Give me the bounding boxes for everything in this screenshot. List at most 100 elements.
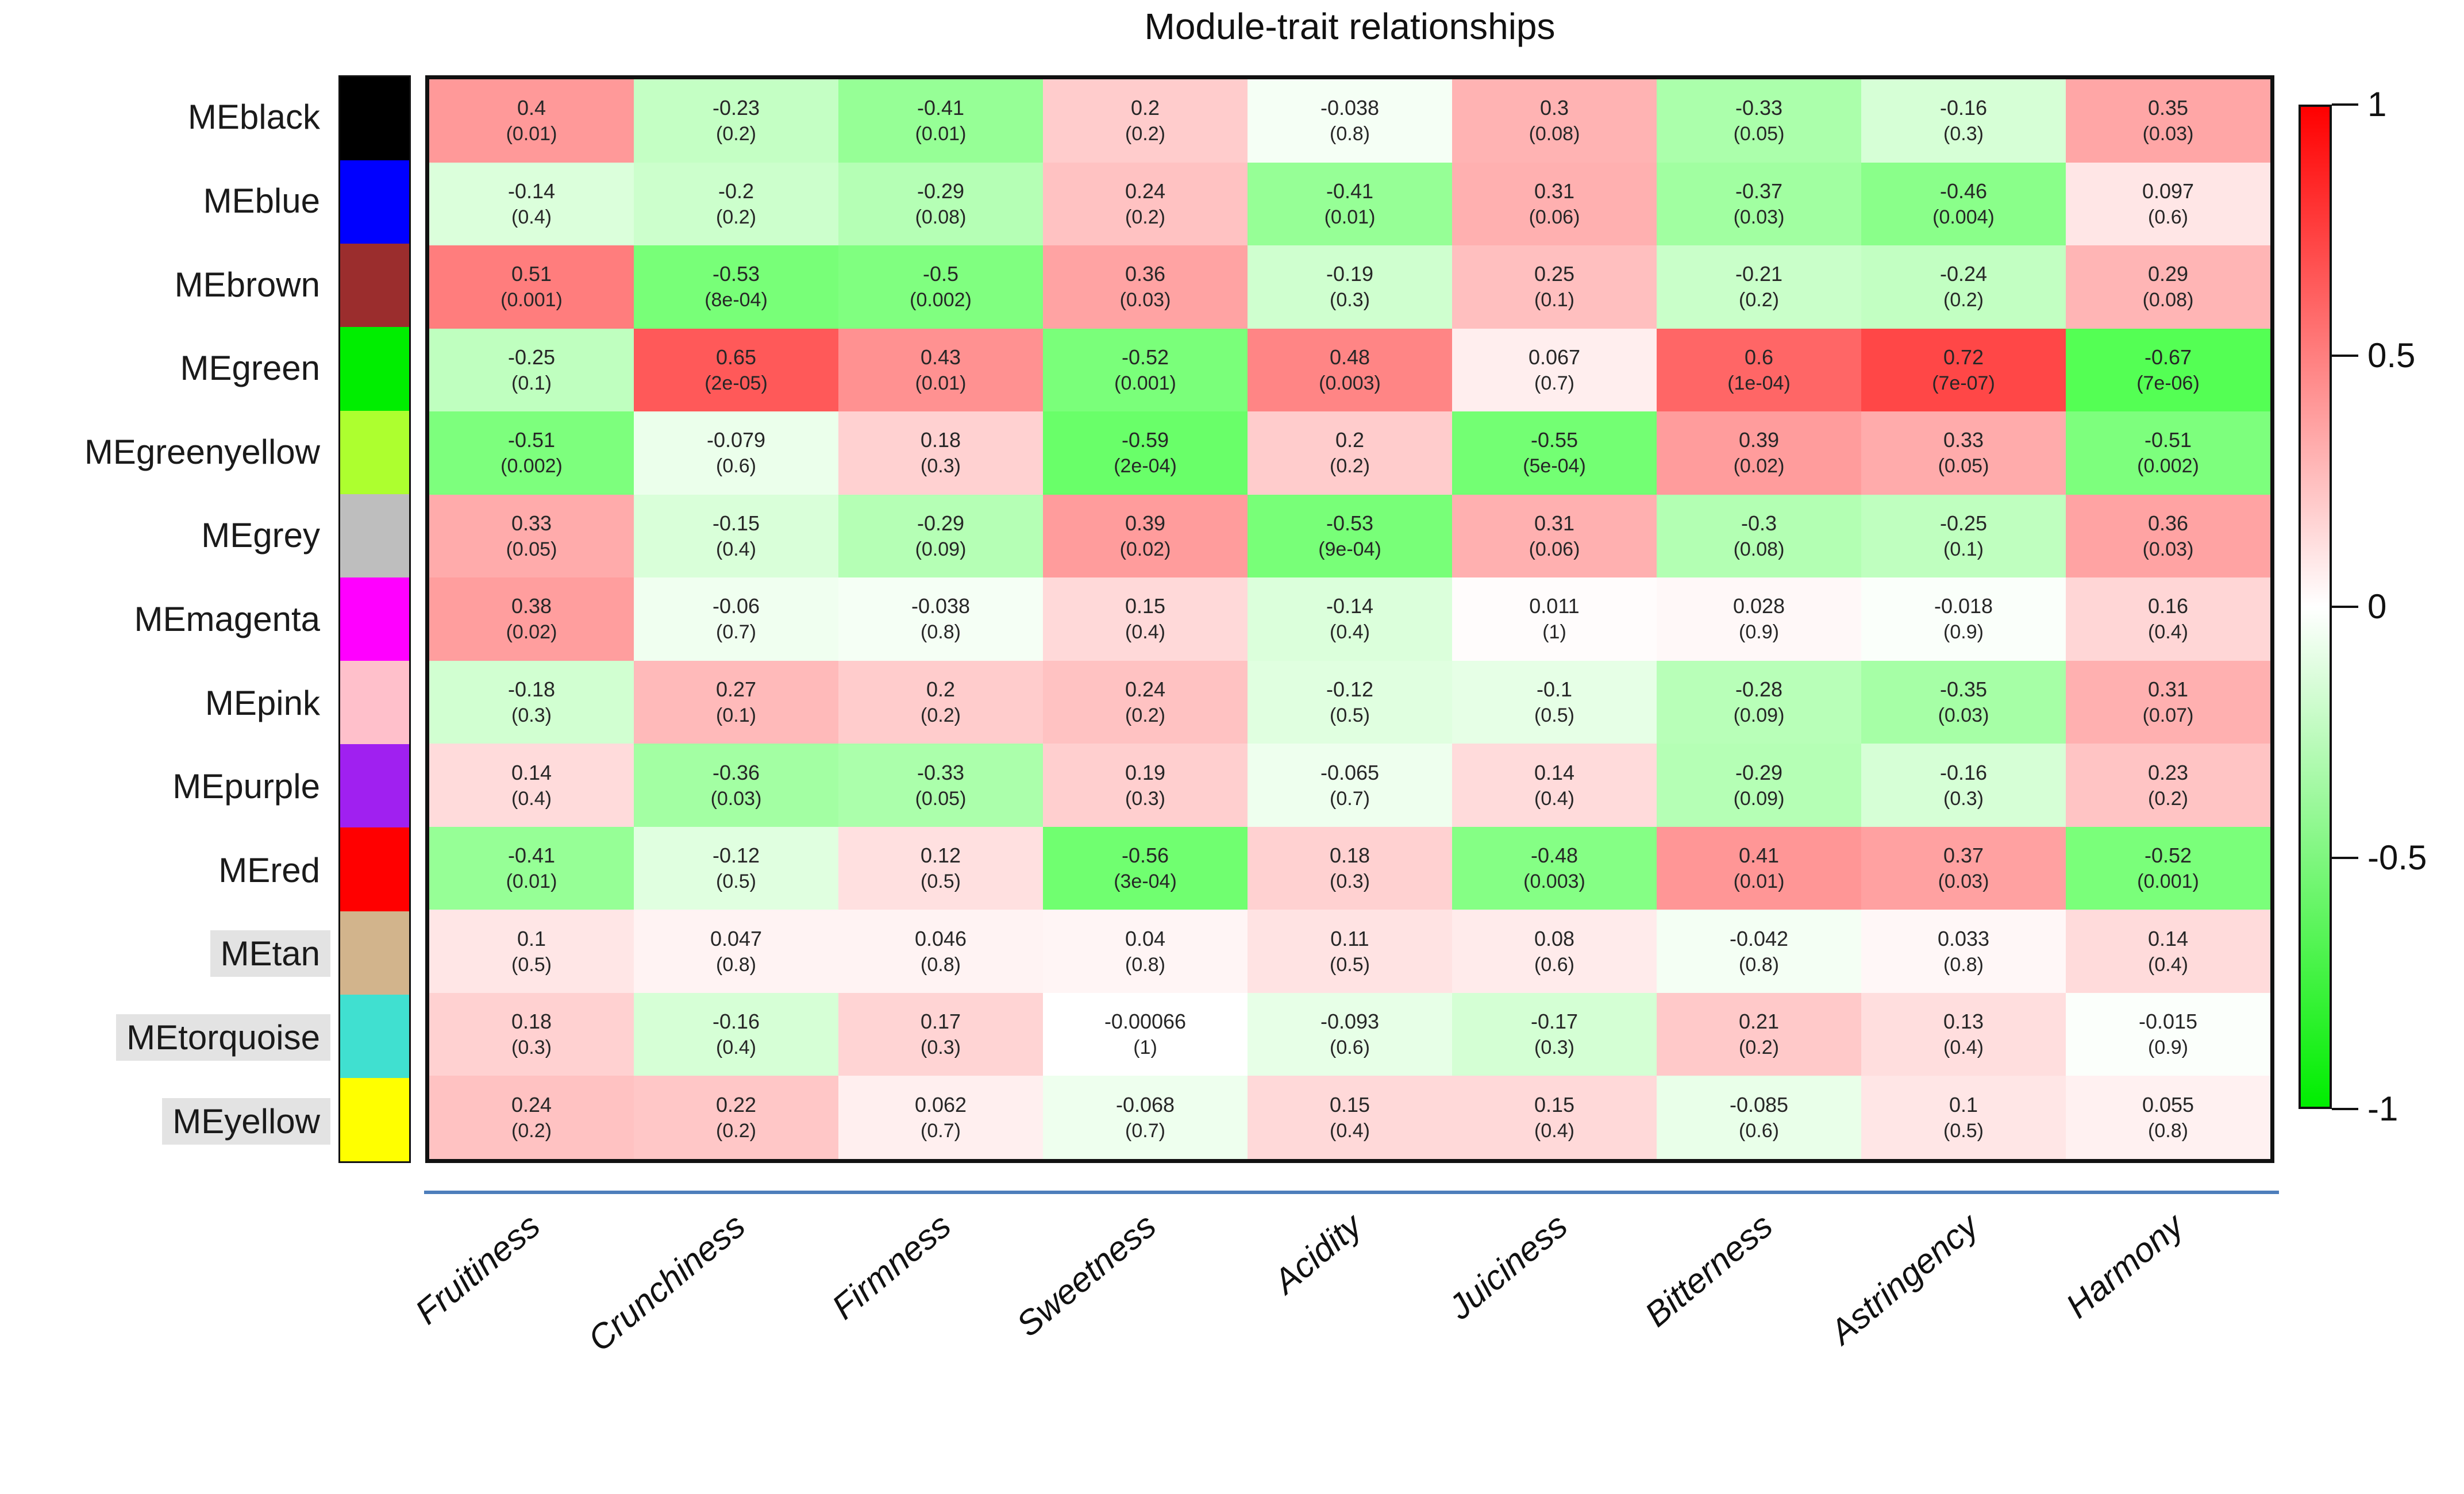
- cell-pvalue: (0.001): [2137, 871, 2199, 893]
- colorbar-tick-label: 1: [2367, 85, 2387, 124]
- cell-pvalue: (0.4): [1330, 621, 1370, 644]
- heatmap-cell: -0.12 (0.5): [634, 826, 838, 910]
- cell-correlation-value: -0.53: [712, 262, 760, 286]
- heatmap-cell: -0.52 (0.001): [2066, 826, 2270, 910]
- heatmap-cell: -0.29 (0.09): [1657, 744, 1861, 827]
- cell-correlation-value: 0.24: [1125, 677, 1166, 702]
- cell-correlation-value: 0.17: [920, 1010, 961, 1034]
- cell-pvalue: (0.4): [1534, 1119, 1574, 1142]
- cell-correlation-value: 0.33: [1943, 428, 1984, 452]
- cell-pvalue: (2e-04): [1114, 455, 1177, 478]
- heatmap-cell: -0.37 (0.03): [1657, 162, 1861, 246]
- cell-pvalue: (3e-04): [1114, 871, 1177, 893]
- cell-pvalue: (0.4): [1534, 787, 1574, 810]
- chart-title: Module-trait relationships: [1144, 6, 1556, 47]
- cell-pvalue: (0.5): [1943, 1119, 1984, 1142]
- cell-correlation-value: -0.065: [1320, 760, 1380, 784]
- heatmap-cell: 0.37 (0.03): [1861, 826, 2066, 910]
- module-swatch: [340, 327, 409, 411]
- cell-pvalue: (0.3): [1330, 871, 1370, 893]
- cell-correlation-value: 0.011: [1529, 594, 1580, 618]
- heatmap-cell: 0.11 (0.5): [1248, 910, 1452, 993]
- cell-correlation-value: -0.1: [1536, 677, 1573, 702]
- heatmap-cell: -0.14 (0.4): [429, 162, 634, 246]
- cell-correlation-value: 0.18: [1329, 844, 1370, 868]
- heatmap-cell: 0.1 (0.5): [1861, 1076, 2066, 1159]
- heatmap-cell: -0.28 (0.09): [1657, 660, 1861, 744]
- cell-pvalue: (0.5): [921, 871, 961, 893]
- heatmap-cell: 0.43 (0.01): [838, 328, 1043, 412]
- heatmap-cell: 0.19 (0.3): [1043, 744, 1248, 827]
- cell-pvalue: (1): [1133, 1037, 1157, 1059]
- cell-pvalue: (0.8): [1739, 953, 1779, 976]
- cell-correlation-value: 0.22: [715, 1092, 757, 1116]
- cell-pvalue: (0.03): [1733, 206, 1785, 228]
- heatmap-cell: 0.29 (0.08): [2066, 245, 2270, 329]
- module-swatch: [340, 244, 409, 328]
- cell-pvalue: (1): [1542, 621, 1566, 644]
- cell-correlation-value: -0.53: [1326, 511, 1374, 535]
- heatmap-cell: -0.19 (0.3): [1248, 245, 1452, 329]
- cell-correlation-value: 0.36: [2147, 511, 2189, 535]
- cell-pvalue: (0.3): [1943, 787, 1984, 810]
- cell-pvalue: (0.002): [500, 455, 563, 478]
- cell-correlation-value: -0.52: [1121, 345, 1169, 369]
- heatmap-cell: -0.2 (0.2): [634, 162, 838, 246]
- row-label: MEgrey: [0, 494, 330, 577]
- row-label: MEpink: [0, 661, 330, 745]
- module-swatch: [340, 577, 409, 661]
- cell-correlation-value: -0.51: [2144, 428, 2192, 452]
- row-label-text: MEmagenta: [134, 599, 321, 638]
- cell-correlation-value: -0.33: [917, 760, 965, 784]
- cell-correlation-value: -0.085: [1729, 1092, 1789, 1116]
- cell-correlation-value: 0.31: [1534, 179, 1575, 203]
- row-label-text: MEblack: [187, 98, 320, 137]
- cell-correlation-value: -0.37: [1735, 179, 1783, 203]
- cell-correlation-value: 0.24: [511, 1092, 552, 1116]
- cell-correlation-value: 0.13: [1943, 1010, 1984, 1034]
- cell-correlation-value: -0.5: [922, 262, 959, 286]
- cell-correlation-value: 0.11: [1330, 926, 1369, 950]
- cell-correlation-value: 0.028: [1732, 594, 1785, 618]
- cell-pvalue: (0.03): [1938, 871, 1989, 893]
- cell-correlation-value: 0.41: [1738, 844, 1780, 868]
- heatmap-cell: -0.16 (0.4): [634, 992, 838, 1076]
- heatmap-cell: 0.2 (0.2): [1043, 79, 1248, 163]
- cell-correlation-value: -0.038: [911, 594, 971, 618]
- cell-correlation-value: -0.29: [1735, 760, 1783, 784]
- cell-correlation-value: 0.1: [517, 926, 546, 950]
- cell-correlation-value: 0.23: [2147, 760, 2189, 784]
- heatmap-cell: -0.33 (0.05): [1657, 79, 1861, 163]
- cell-pvalue: (5e-04): [1523, 455, 1586, 478]
- cell-pvalue: (0.004): [1932, 206, 1995, 228]
- cell-correlation-value: -0.33: [1735, 96, 1783, 120]
- heatmap-cell: -0.15 (0.4): [634, 494, 838, 578]
- heatmap-cell: 0.24 (0.2): [1043, 162, 1248, 246]
- heatmap-cell: 0.22 (0.2): [634, 1076, 838, 1159]
- cell-correlation-value: 0.16: [2147, 594, 2189, 618]
- cell-correlation-value: 0.033: [1937, 926, 1990, 950]
- cell-correlation-value: -0.29: [917, 179, 965, 203]
- heatmap-cell: 0.4 (0.01): [429, 79, 634, 163]
- cell-pvalue: (0.3): [1125, 787, 1165, 810]
- cell-pvalue: (0.01): [1324, 206, 1376, 228]
- cell-pvalue: (0.2): [1330, 455, 1370, 478]
- heatmap-cell: -0.038 (0.8): [838, 577, 1043, 661]
- heatmap-cell: 0.15 (0.4): [1248, 1076, 1452, 1159]
- cell-pvalue: (0.8): [921, 621, 961, 644]
- heatmap-cell: -0.079 (0.6): [634, 411, 838, 495]
- cell-correlation-value: -0.51: [507, 428, 556, 452]
- row-label: MEtorquoise: [0, 996, 330, 1080]
- module-swatch: [340, 410, 409, 494]
- heatmap-cell: -0.41 (0.01): [429, 826, 634, 910]
- row-label-text: MEgreen: [180, 349, 320, 388]
- module-swatch: [340, 160, 409, 244]
- cell-pvalue: (0.08): [915, 206, 967, 228]
- heatmap-cell: -0.53 (8e-04): [634, 245, 838, 329]
- heatmap-cell: 0.2 (0.2): [1248, 411, 1452, 495]
- cell-correlation-value: 0.38: [511, 594, 552, 618]
- cell-correlation-value: 0.27: [715, 677, 757, 702]
- heatmap-cell: -0.17 (0.3): [1452, 992, 1657, 1076]
- heatmap-cell: -0.33 (0.05): [838, 744, 1043, 827]
- heatmap-cell: 0.27 (0.1): [634, 660, 838, 744]
